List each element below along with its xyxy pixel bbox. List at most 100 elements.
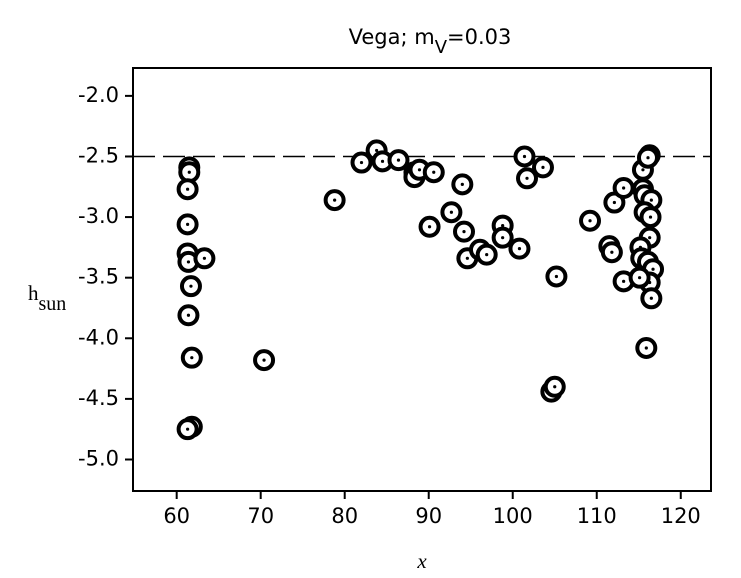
data-point [513,145,536,168]
y-tick-label: -3.5 [78,265,119,289]
point-center [333,198,337,202]
chart-title: Vega; mV=0.03 [349,25,512,58]
point-center [427,225,432,229]
point-center [396,158,401,162]
data-point [516,167,539,190]
data-point [177,304,200,327]
point-center [501,223,505,228]
data-point [180,346,203,369]
x-tick-label: 110 [577,504,617,528]
data-point [635,336,658,359]
point-center [525,176,529,180]
point-center [202,256,207,260]
point-center [622,279,626,283]
data-point [543,375,566,398]
point-center [612,200,616,205]
y-tick-label: -3.0 [78,204,119,228]
data-point [176,178,199,201]
data-point [193,247,216,270]
point-center [651,267,655,271]
point-center [262,358,266,362]
data-point [323,189,346,212]
data-point [253,349,276,372]
data-point [350,151,373,174]
data-point [176,213,199,236]
plot-frame [132,67,712,492]
data-point [640,287,663,310]
point-center [375,148,379,153]
y-tick-label: -4.5 [78,386,119,410]
point-center [417,168,422,172]
point-center [553,385,557,389]
point-center [644,346,648,350]
point-center [186,187,190,191]
data-point [453,220,476,243]
data-point [508,237,531,260]
title-tail: =0.03 [447,25,511,49]
point-center [648,236,652,240]
y-tick-label: -4.0 [78,325,119,349]
point-center [186,222,190,226]
x-tick-label: 70 [247,504,274,528]
y-tick-label: -2.5 [78,143,119,167]
point-center [460,182,464,186]
point-center [517,246,522,251]
x-tick-label: 90 [415,504,442,528]
data-point [176,418,199,441]
data-point [639,206,662,229]
data-point [600,241,623,264]
point-center [637,276,642,280]
data-point [612,176,635,199]
point-center [189,284,193,288]
point-center [449,210,454,214]
x-axis-label: x [416,549,427,573]
point-center [432,170,436,174]
point-center [186,260,191,264]
y-tick-label: -5.0 [78,446,119,470]
x-tick-label: 80 [331,504,358,528]
x-tick-label: 100 [493,504,533,528]
data-point [491,226,514,249]
data-point [475,243,498,266]
point-center [648,215,653,219]
data-point [179,275,202,298]
data-point [579,209,602,232]
title-sub: V [435,37,448,58]
data-point [422,161,445,184]
point-center [465,256,469,260]
title-text: Vega; m [349,25,435,49]
data-point [387,149,410,172]
data-point [418,215,441,238]
point-center [622,186,626,190]
point-center [646,156,650,160]
point-center [522,154,527,159]
point-center [554,274,559,279]
x-tick-label: 60 [163,504,190,528]
data-point [451,173,474,196]
ylabel-sub: sun [39,293,67,315]
point-center [462,230,466,234]
point-center [541,165,545,169]
point-center [588,219,592,223]
point-center [190,356,194,360]
point-center [649,198,653,202]
point-center [186,313,191,317]
data-point [636,146,659,169]
data-point [440,201,463,224]
point-center [610,250,614,254]
point-center [641,168,645,172]
ylabel-text: h [28,281,39,305]
y-axis-label: hsun [28,281,66,315]
point-center [501,236,505,240]
point-center [359,160,364,165]
data-point [545,265,568,288]
point-center [485,253,489,257]
point-center [186,427,190,431]
point-center [187,170,191,174]
point-center [380,159,385,163]
data-point [531,156,554,179]
y-tick-label: -2.0 [78,83,119,107]
point-center [649,296,653,300]
